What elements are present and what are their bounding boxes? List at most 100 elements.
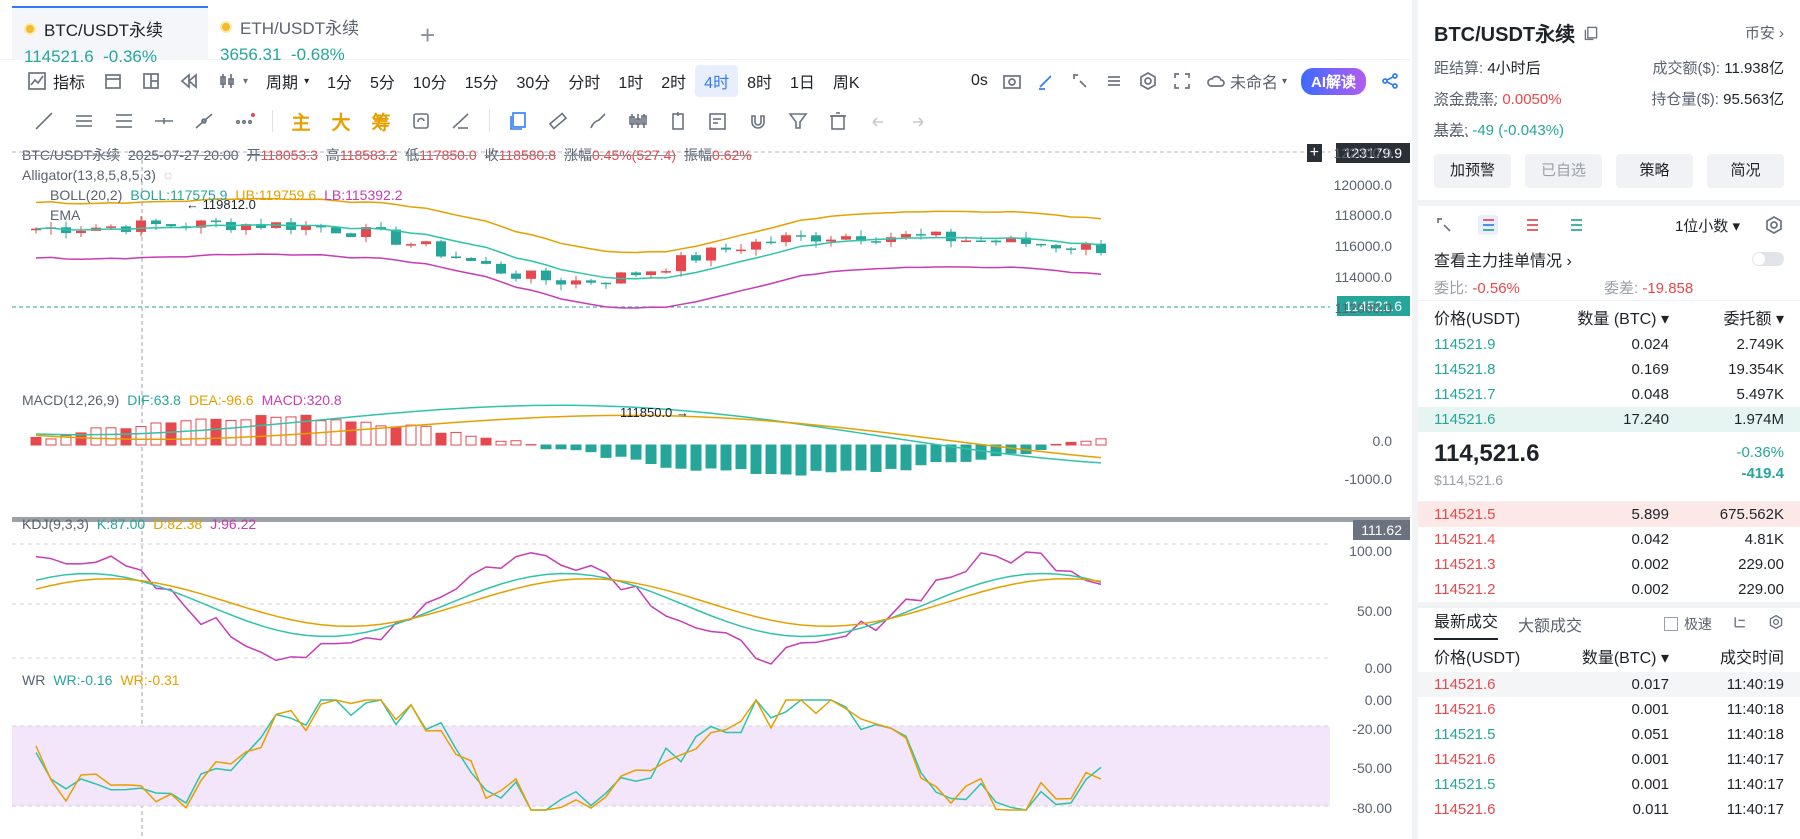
- orderbook-row[interactable]: 114521.4 0.042 4.81K: [1418, 527, 1800, 552]
- copy-icon[interactable]: [1583, 25, 1599, 41]
- orderbook-row[interactable]: 114521.9 0.024 2.749K: [1418, 332, 1800, 357]
- boll-legend[interactable]: BOLL(20,2) BOLL:117575.9 UB:119759.6 LB:…: [50, 187, 403, 203]
- interval-9[interactable]: 8时: [747, 75, 772, 92]
- indicator-button[interactable]: 指标: [18, 65, 94, 97]
- ob-header-qty[interactable]: 数量 (BTC) ▾: [1577, 310, 1669, 328]
- tab-large-trades[interactable]: 大额成交: [1518, 618, 1583, 635]
- camera-icon[interactable]: [1002, 71, 1022, 91]
- hline-tool-icon[interactable]: [144, 105, 184, 137]
- macd-legend[interactable]: MACD(12,26,9) DIF:63.8 DEA:-96.6 MACD:32…: [22, 392, 342, 408]
- ai-read-button[interactable]: AI解读: [1300, 67, 1366, 95]
- brush-tool-icon[interactable]: [578, 105, 618, 137]
- alligator-legend[interactable]: Alligator(13,8,5,8,5,3) ◌: [22, 167, 172, 183]
- trade-row: 114521.6 0.001 11:40:18: [1418, 697, 1800, 722]
- eye-hidden-icon[interactable]: ◌: [163, 167, 173, 183]
- decimals-dropdown[interactable]: 1位小数 ▾: [1674, 217, 1740, 235]
- main-force-button[interactable]: 主: [291, 112, 311, 134]
- kline-chart[interactable]: BTC/USDT永续 2025-07-27 20:00 开118053.3 高1…: [12, 140, 1410, 839]
- interval-2[interactable]: 10分: [412, 75, 447, 92]
- chart-canvas[interactable]: [12, 140, 1410, 839]
- orderbook-row[interactable]: 114521.8 0.169 19.354K: [1418, 357, 1800, 382]
- fullscreen-icon[interactable]: [1172, 71, 1192, 91]
- copy-tool-icon[interactable]: [498, 105, 538, 137]
- period-dropdown[interactable]: 周期 ▾: [257, 65, 318, 97]
- layout-name-dropdown[interactable]: 未命名 ▾: [1206, 69, 1287, 93]
- ob-both-icon[interactable]: [1478, 215, 1498, 235]
- watchlist-button[interactable]: 已自选: [1525, 154, 1602, 188]
- wr-legend[interactable]: WR WR:-0.16 WR:-0.31: [22, 672, 180, 688]
- orderbook-row[interactable]: 114521.6 17.240 1.974M: [1418, 407, 1800, 432]
- undo-icon[interactable]: [858, 105, 898, 137]
- main-orders-toggle[interactable]: [1752, 252, 1784, 266]
- ob-asks-icon[interactable]: [1522, 215, 1542, 235]
- candle-type-button[interactable]: ▾: [208, 65, 257, 97]
- interval-8[interactable]: 4时: [695, 65, 739, 97]
- exchange-link[interactable]: 币安 ›: [1744, 25, 1784, 42]
- ob-expand-icon[interactable]: [1434, 215, 1454, 235]
- note-tool-icon[interactable]: [698, 105, 738, 137]
- share-icon[interactable]: [1380, 71, 1400, 91]
- kdj-legend[interactable]: KDJ(9,3,3) K:87.00 D:82.38 J:96.22: [22, 516, 256, 532]
- ob-settings-icon[interactable]: [1764, 215, 1784, 235]
- filter-tool-icon[interactable]: [778, 105, 818, 137]
- line-tool-icon[interactable]: [24, 105, 64, 137]
- orderbook-row[interactable]: 114521.3 0.002 229.00: [1418, 552, 1800, 577]
- ray-tool-icon[interactable]: [184, 105, 224, 137]
- trade-settings-icon[interactable]: [1768, 614, 1784, 634]
- tab-latest-trades[interactable]: 最新成交: [1434, 608, 1499, 640]
- trades-header-qty[interactable]: 数量(BTC) ▾: [1581, 650, 1669, 667]
- tab-eth[interactable]: ETH/USDT永续 3656.31 -0.68%: [208, 6, 408, 64]
- draw-pen-icon[interactable]: [1036, 71, 1056, 91]
- crosshair-icon[interactable]: [1070, 71, 1090, 91]
- tab-btc[interactable]: BTC/USDT永续 114521.6 -0.36%: [12, 6, 208, 66]
- interval-10[interactable]: 1日: [789, 75, 815, 92]
- layout-button[interactable]: [132, 65, 170, 97]
- interval-3[interactable]: 15分: [464, 75, 499, 92]
- crosshair-plus-icon[interactable]: +: [1306, 144, 1322, 162]
- checkbox-icon: [1664, 617, 1678, 631]
- interval-7[interactable]: 2时: [661, 75, 687, 92]
- candle-body: [766, 241, 776, 244]
- ob-header-amount[interactable]: 委托额 ▾: [1723, 310, 1785, 328]
- trash-tool-icon[interactable]: [818, 105, 858, 137]
- trade-filter-icon[interactable]: [1732, 614, 1748, 634]
- orderbook-row[interactable]: 114521.5 5.899 675.562K: [1418, 502, 1800, 527]
- settings-icon[interactable]: [1138, 71, 1158, 91]
- ob-bids-icon[interactable]: [1566, 215, 1586, 235]
- strategy-button[interactable]: 策略: [1616, 154, 1693, 188]
- macd-bar: [450, 431, 462, 446]
- list-icon[interactable]: [1104, 71, 1124, 91]
- big-order-button[interactable]: 大: [331, 112, 351, 134]
- redo-icon[interactable]: [898, 105, 938, 137]
- interval-1[interactable]: 5分: [370, 75, 395, 92]
- interval-0[interactable]: 1分: [327, 75, 352, 92]
- overview-button[interactable]: 简况: [1707, 154, 1784, 188]
- measure-tool-icon[interactable]: [441, 105, 481, 137]
- pattern-tool-icon[interactable]: [618, 105, 658, 137]
- interval-5[interactable]: 分时: [568, 75, 601, 92]
- orderbook-row[interactable]: 114521.2 0.002 229.00: [1418, 577, 1800, 602]
- sync-icon[interactable]: [401, 105, 441, 137]
- ruler-tool-icon[interactable]: [538, 105, 578, 137]
- chip-button[interactable]: 筹: [371, 112, 391, 134]
- ema-legend[interactable]: EMA: [50, 207, 80, 223]
- fib-tool-icon[interactable]: [104, 105, 144, 137]
- open-label: 开: [246, 147, 261, 163]
- parallel-tool-icon[interactable]: [64, 105, 104, 137]
- alert-button[interactable]: 加预警: [1434, 154, 1511, 188]
- trades-header-time: 成交时间: [1719, 650, 1784, 667]
- replay-button[interactable]: [170, 65, 208, 97]
- orderbook-row[interactable]: 114521.7 0.048 5.497K: [1418, 382, 1800, 407]
- add-tab-icon[interactable]: +: [420, 20, 436, 50]
- main-orders-row[interactable]: 查看主力挂单情况 ›: [1418, 244, 1800, 274]
- interval-4[interactable]: 30分: [516, 75, 551, 92]
- calendar-button[interactable]: [94, 65, 132, 97]
- interval-6[interactable]: 1时: [618, 75, 644, 92]
- position-tool-icon[interactable]: [658, 105, 698, 137]
- interval-11[interactable]: 周K: [832, 75, 860, 92]
- more-tools-icon[interactable]: [224, 105, 264, 137]
- fast-mode-checkbox[interactable]: 极速: [1664, 614, 1712, 634]
- magnet-tool-icon[interactable]: [738, 105, 778, 137]
- ob-header-price: 价格(USDT): [1434, 310, 1521, 328]
- candle-body: [691, 255, 701, 261]
